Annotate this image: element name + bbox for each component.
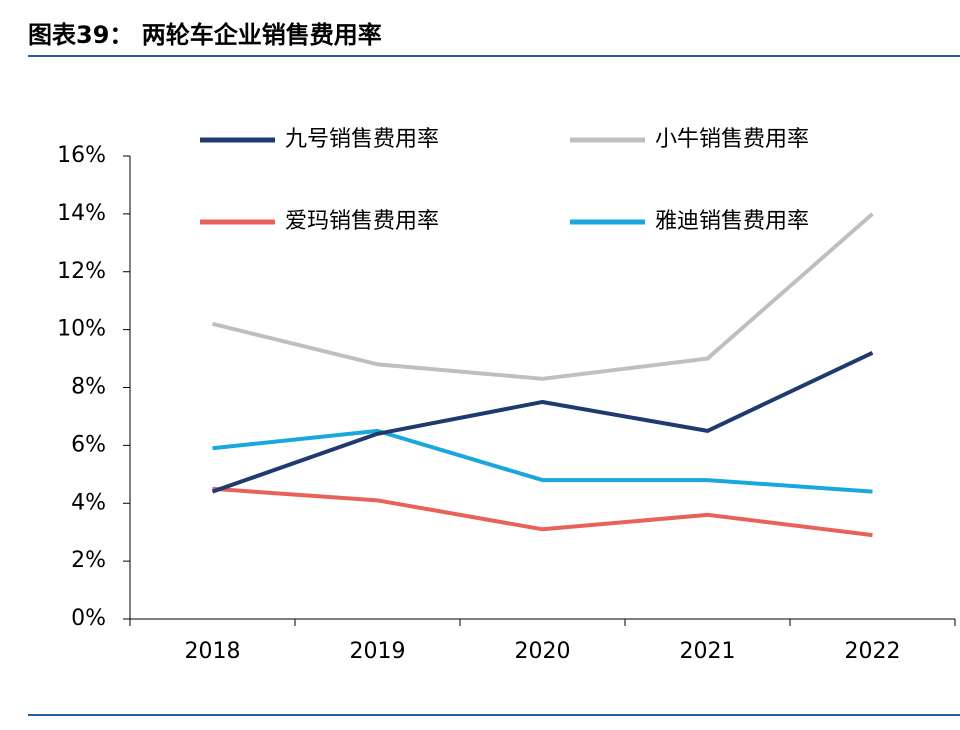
y-tick-label: 4%: [71, 490, 106, 515]
legend-label: 小牛销售费用率: [655, 127, 809, 152]
y-tick-label: 6%: [71, 432, 106, 457]
y-tick-label: 12%: [57, 259, 106, 284]
legend-label: 雅迪销售费用率: [655, 209, 809, 234]
series-line: [212, 212, 874, 381]
y-tick-label: 14%: [57, 201, 106, 226]
x-tick-label: 2019: [350, 639, 406, 664]
series-line: [211, 350, 874, 494]
chart-title: 图表39： 两轮车企业销售费用率: [28, 21, 382, 49]
x-tick-label: 2021: [680, 639, 736, 664]
y-tick-label: 10%: [57, 317, 106, 342]
x-tick-label: 2022: [845, 639, 901, 664]
x-tick-label: 2020: [515, 639, 571, 664]
series-line: [212, 486, 873, 538]
y-tick-label: 16%: [57, 143, 106, 168]
y-tick-label: 0%: [71, 606, 106, 631]
y-tick-label: 8%: [71, 375, 106, 400]
legend-label: 爱玛销售费用率: [285, 209, 439, 234]
legend-label: 九号销售费用率: [285, 127, 439, 152]
series-line: [212, 428, 873, 494]
y-tick-label: 2%: [71, 548, 106, 573]
x-tick-label: 2018: [185, 639, 241, 664]
